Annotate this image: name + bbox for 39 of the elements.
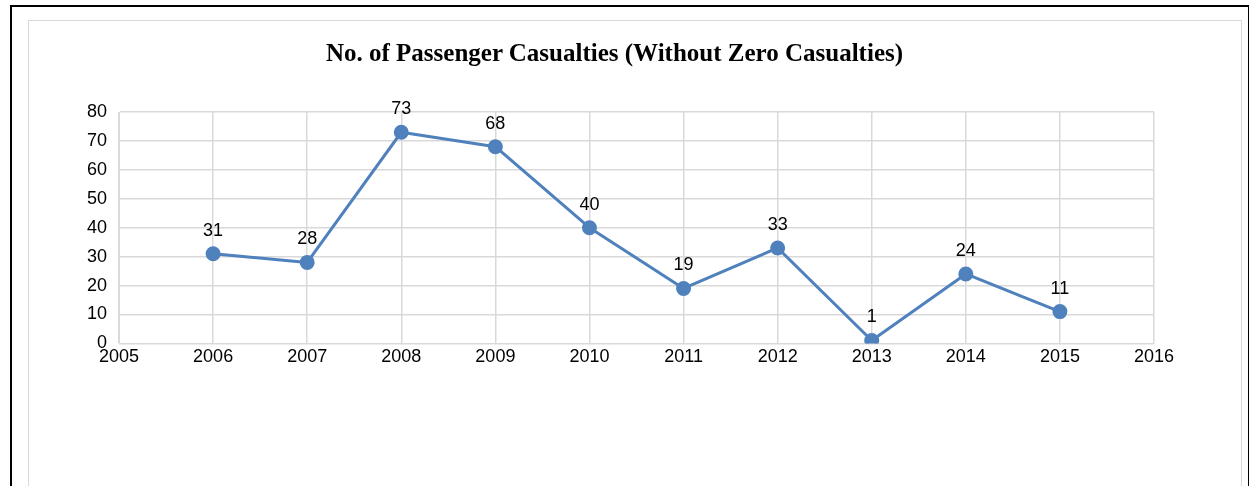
y-tick-label: 60 [86,158,108,179]
y-tick-label: 20 [86,274,108,295]
y-tick-label: 70 [86,129,108,150]
point [770,240,786,256]
data-label: 19 [673,254,694,275]
point [205,246,221,262]
x-tick-label: 2006 [193,346,234,367]
point [299,254,315,270]
chart-title: No. of Passenger Casualties (Without Zero Casualties) [325,39,904,68]
x-tick-label: 2007 [287,346,328,367]
data-label: 73 [391,98,412,119]
point [958,266,974,282]
x-tick-label: 2014 [945,346,986,367]
data-label: 24 [955,239,976,260]
data-label: 11 [1050,277,1070,298]
y-tick-label: 40 [86,216,108,237]
y-tick-label: 50 [86,187,108,208]
x-tick-label: 2009 [475,346,516,367]
y-tick-label: 10 [86,303,108,324]
data-label: 28 [297,228,318,249]
x-tick-label: 2012 [757,346,798,367]
point [1052,304,1068,320]
data-label: 68 [485,112,506,133]
data-label: 33 [767,213,788,234]
x-tick-label: 2011 [664,346,703,367]
x-tick-label: 2008 [381,346,422,367]
y-tick-label: 30 [86,245,108,266]
x-tick-label: 2015 [1039,346,1080,367]
point [581,220,597,236]
data-label: 1 [866,306,877,327]
data-label: 31 [203,219,224,240]
y-tick-label: 80 [86,100,108,121]
x-tick-label: 2013 [851,346,892,367]
point [676,280,692,296]
point [487,139,503,155]
x-tick-label: 2016 [1133,346,1175,367]
data-label: 40 [579,193,600,214]
x-tick-label: 2010 [569,346,610,367]
point [393,124,409,140]
